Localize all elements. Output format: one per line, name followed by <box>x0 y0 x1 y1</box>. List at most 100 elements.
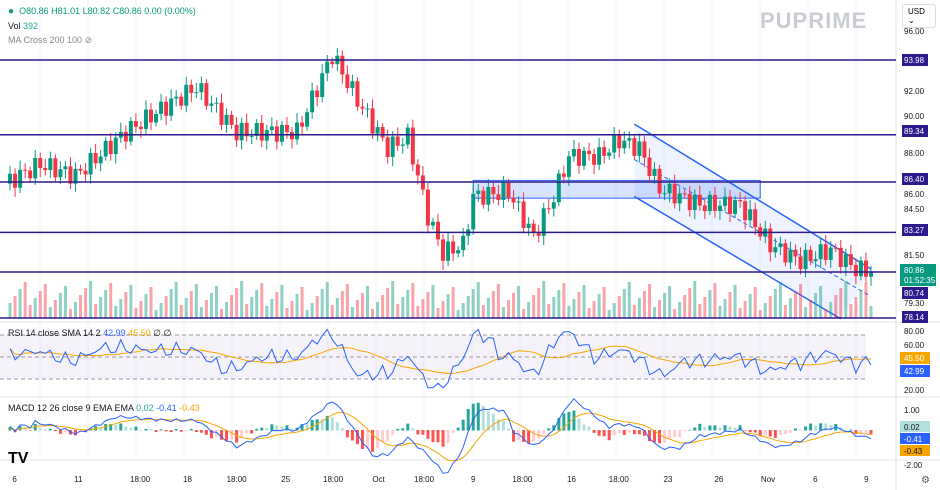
x-axis-label: 18:00 <box>130 475 151 484</box>
candle-body <box>365 108 370 110</box>
vol-label: Vol <box>8 21 21 31</box>
volume-bar <box>406 290 410 318</box>
candle-body <box>738 200 743 202</box>
volume-bar <box>209 293 213 318</box>
volume-bar <box>194 284 198 318</box>
candle-body <box>269 126 274 131</box>
candle-body <box>823 244 828 260</box>
candle-body <box>566 156 571 177</box>
volume-bar <box>466 296 470 318</box>
macd-histogram-bar <box>33 423 37 431</box>
macd-histogram-bar <box>471 403 475 431</box>
x-axis-label: 18:00 <box>323 475 344 484</box>
volume-bar <box>763 303 767 318</box>
macd-histogram-bar <box>53 430 57 431</box>
price-tick: 92.00 <box>904 87 925 96</box>
candle-body <box>239 122 244 141</box>
macd-histogram-bar <box>119 423 123 431</box>
volume-bar <box>134 308 138 318</box>
volume-bar <box>396 304 400 318</box>
candle-body <box>123 131 128 142</box>
level-label-bg <box>902 311 928 323</box>
macd-histogram-bar <box>310 419 314 431</box>
macd-histogram-bar <box>537 430 541 439</box>
macd-histogram-bar <box>330 417 334 431</box>
macd-histogram-bar <box>693 427 697 431</box>
currency-select[interactable]: USD ⌄ <box>902 4 936 28</box>
candle-body <box>415 164 420 176</box>
candle-body <box>305 112 310 127</box>
channel-fill <box>634 124 871 319</box>
vol-value: 392 <box>23 21 39 31</box>
macd-axis-value: -0.43 <box>904 447 923 456</box>
macd-histogram-bar <box>73 430 77 436</box>
candle-body <box>793 249 798 257</box>
macd-histogram-bar <box>859 430 863 434</box>
volume-bar <box>58 293 62 318</box>
x-axis-label: 26 <box>714 475 723 484</box>
x-axis-label: 18:00 <box>512 475 533 484</box>
volume-bar <box>214 286 218 318</box>
candle-body <box>556 173 561 203</box>
candle-body <box>149 109 154 123</box>
price-tick: 81.50 <box>904 251 925 260</box>
volume-bar <box>350 307 354 318</box>
rsi-label: RSI 14 close SMA 14 2 <box>8 328 101 338</box>
candle-body <box>425 189 430 226</box>
volume-bar <box>819 286 823 318</box>
rsi-line <box>9 328 872 389</box>
hidden-eye-icon[interactable]: ⊘ <box>84 35 93 45</box>
candle-body <box>672 183 677 204</box>
volume-bar <box>63 286 67 318</box>
candle-body <box>587 150 592 155</box>
candle-body <box>330 61 335 65</box>
macd-histogram-bar <box>854 430 858 435</box>
volume-bar <box>230 295 234 318</box>
macd-histogram-bar <box>743 430 747 431</box>
macd-histogram-bar <box>436 430 440 443</box>
candle-body <box>133 121 138 127</box>
ma-legend[interactable]: MA Cross 200 100 ⊘ <box>8 35 92 46</box>
volume-bar <box>799 284 803 318</box>
macd-histogram-bar <box>350 430 354 441</box>
macd-histogram-bar <box>381 430 385 443</box>
macd-value-bg <box>900 421 930 432</box>
macd-signal-line <box>9 411 872 462</box>
macd-histogram-bar <box>532 430 536 442</box>
macd-histogram-bar <box>8 427 12 431</box>
candle-body <box>647 157 652 176</box>
change-value: 0.00 (0.00%) <box>144 6 196 16</box>
macd-histogram-bar <box>149 429 153 431</box>
volume-bar <box>315 296 319 318</box>
macd-histogram-bar <box>355 430 359 445</box>
volume-bar <box>225 302 229 318</box>
volume-bar <box>537 288 541 318</box>
candle-body <box>813 259 818 262</box>
volume-bar <box>265 306 269 318</box>
macd-histogram-bar <box>632 430 636 435</box>
macd-histogram-bar <box>849 429 853 431</box>
macd-histogram-bar <box>637 430 641 435</box>
candle-body <box>863 260 868 277</box>
candle-body <box>143 109 148 129</box>
candle-body <box>662 193 667 195</box>
macd-histogram-bar <box>63 430 67 433</box>
macd-histogram-bar <box>486 411 490 431</box>
candle-body <box>430 221 435 226</box>
candle-body <box>400 144 405 146</box>
candle-body <box>869 271 873 277</box>
macd-value-bg <box>900 433 930 444</box>
candle-body <box>300 122 305 127</box>
chevron-down-icon: ⌄ <box>908 16 915 25</box>
volume-bar <box>824 309 828 318</box>
candle-body <box>677 193 682 204</box>
x-axis-label: 9 <box>471 475 476 484</box>
volume-bar <box>632 305 636 318</box>
candle-body <box>682 193 687 195</box>
candle-body <box>345 74 350 88</box>
candle-body <box>249 135 254 137</box>
macd-histogram-bar <box>617 430 621 434</box>
macd-histogram-bar <box>728 426 732 431</box>
candle-body <box>818 244 823 260</box>
